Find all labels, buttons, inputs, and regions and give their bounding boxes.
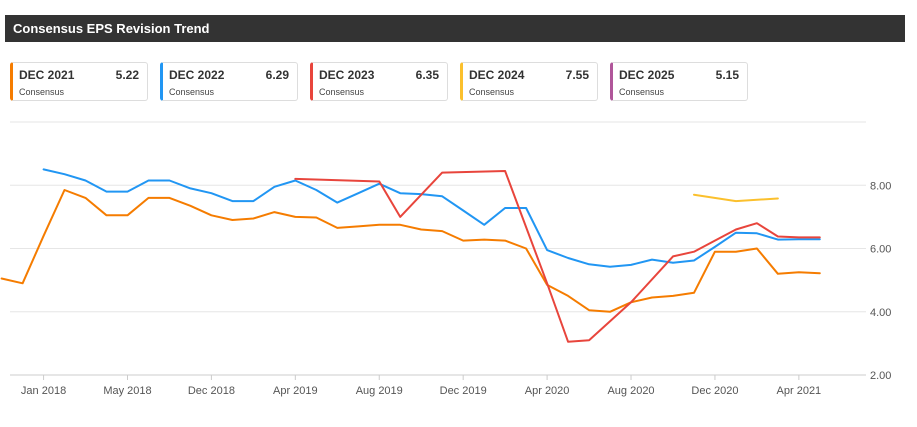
- legend-card-name: DEC 2021: [19, 68, 75, 82]
- x-tick-label: Dec 2020: [691, 385, 738, 397]
- legend-card-subtitle: Consensus: [19, 87, 65, 97]
- legend-card-value: 6.35: [415, 68, 439, 82]
- chart-title: Consensus EPS Revision Trend: [13, 21, 210, 36]
- legend-card-subtitle: Consensus: [619, 87, 665, 97]
- x-tick-label: Dec 2019: [440, 385, 487, 397]
- x-tick-label: Apr 2020: [525, 385, 570, 397]
- y-tick-label: 6.00: [870, 244, 891, 256]
- series-line-dec-2024: [693, 193, 779, 203]
- legend-card-subtitle: Consensus: [169, 87, 215, 97]
- series-line-dec-2023: [294, 170, 821, 343]
- x-tick-label: Dec 2018: [188, 385, 235, 397]
- x-tick-label: May 2018: [103, 385, 151, 397]
- y-tick-label: 2.00: [870, 370, 891, 382]
- legend-card-name: DEC 2025: [619, 68, 675, 82]
- series-line-dec-2022: [42, 168, 821, 268]
- y-tick-label: 4.00: [870, 307, 891, 319]
- y-tick-label: 8.00: [870, 180, 891, 192]
- x-tick-label: Jan 2018: [21, 385, 66, 397]
- legend-card-value: 5.15: [715, 68, 739, 82]
- x-tick-label: Aug 2019: [356, 385, 403, 397]
- legend-card-dec-2024[interactable]: DEC 2024 7.55 Consensus: [460, 62, 598, 101]
- legend-card-value: 5.22: [115, 68, 139, 82]
- x-tick-label: Aug 2020: [607, 385, 654, 397]
- legend-card-name: DEC 2022: [169, 68, 225, 82]
- legend-card-value: 7.55: [565, 68, 589, 82]
- legend-card-dec-2025[interactable]: DEC 2025 5.15 Consensus: [610, 62, 748, 101]
- legend-card-subtitle: Consensus: [319, 87, 365, 97]
- chart-title-bar: Consensus EPS Revision Trend: [5, 15, 905, 42]
- x-tick-label: Apr 2021: [777, 385, 822, 397]
- series-line-dec-2021: [0, 189, 821, 313]
- legend-card-value: 6.29: [265, 68, 289, 82]
- legend-card-dec-2022[interactable]: DEC 2022 6.29 Consensus: [160, 62, 298, 101]
- x-tick-label: Apr 2019: [273, 385, 318, 397]
- legend-card-name: DEC 2023: [319, 68, 375, 82]
- legend-card-subtitle: Consensus: [469, 87, 515, 97]
- legend-card-name: DEC 2024: [469, 68, 525, 82]
- legend-card-dec-2023[interactable]: DEC 2023 6.35 Consensus: [310, 62, 448, 101]
- legend-card-dec-2021[interactable]: DEC 2021 5.22 Consensus: [10, 62, 148, 101]
